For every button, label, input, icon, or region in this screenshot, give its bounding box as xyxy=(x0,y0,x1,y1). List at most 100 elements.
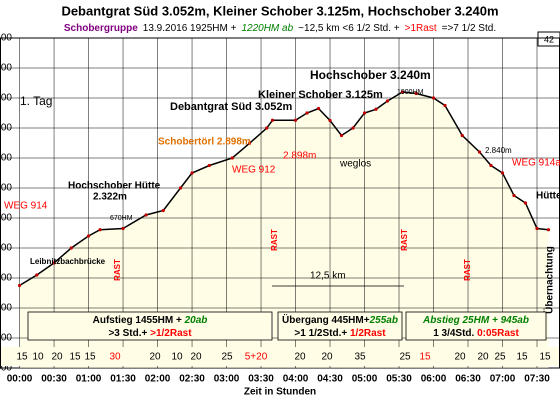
x-tick-label: 01:00 xyxy=(76,374,102,385)
profile-point xyxy=(443,103,447,108)
profile-point xyxy=(362,111,367,115)
x-tick-label: 01:30 xyxy=(110,374,136,385)
y-tick-label: 3000 xyxy=(0,123,12,134)
subtitle-run: =>7 1/2 Std. xyxy=(442,23,497,34)
profile-point xyxy=(460,133,464,138)
interval-label: 10 xyxy=(32,352,44,363)
profile-point xyxy=(523,201,528,205)
summary-line: 1 3/4Std. 0:05Rast xyxy=(433,328,519,339)
annotation: RAST xyxy=(113,259,122,281)
interval-label: 20 xyxy=(294,352,306,363)
annotation: Übernachtung xyxy=(543,246,556,314)
summary-run: Aufstieg 1455HM + xyxy=(93,315,185,326)
summary-run: >3 Std.+ xyxy=(108,328,150,339)
profile-point xyxy=(265,126,269,130)
x-tick-label: 00:00 xyxy=(7,374,33,385)
annotation: WEG 912 xyxy=(232,165,276,176)
subtitle-run: 1220HM ab xyxy=(241,23,293,34)
profile-point xyxy=(270,118,275,122)
annotation: 2.840m xyxy=(485,146,512,155)
interval-label: 20 xyxy=(51,352,63,363)
profile-point xyxy=(161,208,165,213)
annotation: 670HM xyxy=(110,215,133,222)
x-tick-label: 04:30 xyxy=(317,374,343,385)
interval-label: 5+20 xyxy=(245,352,268,363)
annotation: Hochschober Hütte xyxy=(68,181,161,192)
subtitle-run: 13.9.2016 1925HM + xyxy=(143,23,237,34)
annotation: Hochschober 3.240m xyxy=(310,68,431,82)
interval-label: 25 xyxy=(399,352,411,363)
summary-run: 1/2Rast xyxy=(350,328,386,339)
x-tick-label: 05:00 xyxy=(352,374,378,385)
annotation: RAST xyxy=(400,229,409,251)
interval-label: 20 xyxy=(321,352,333,363)
profile-point xyxy=(328,118,332,123)
page-number: 42 xyxy=(544,34,554,44)
interval-label: 20 xyxy=(477,352,489,363)
y-tick-label: 1800 xyxy=(0,303,12,314)
y-tick-label: 3600 xyxy=(0,33,12,44)
profile-point xyxy=(69,246,73,250)
profile-point xyxy=(374,107,378,111)
summary-line: >1 1/2Std.+ 1/2Rast xyxy=(294,328,386,339)
subtitle-run: >1Rast xyxy=(405,23,437,34)
profile-point xyxy=(546,228,551,232)
x-tick-label: 02:30 xyxy=(179,374,205,385)
profile-point xyxy=(86,234,91,238)
summary-box xyxy=(277,311,403,341)
summary-run: >1 1/2Std.+ xyxy=(294,328,350,339)
summary-line: Übergang 445HM+255ab xyxy=(282,313,398,326)
profile-point xyxy=(339,133,344,138)
profile-point xyxy=(305,111,309,115)
profile-point xyxy=(385,99,390,103)
summary-run: >1/2Rast xyxy=(150,328,192,339)
annotation: Schobertörl 2.898m xyxy=(158,137,251,148)
subtitle-run: Schobergruppe xyxy=(64,23,138,34)
annotation: Hütte xyxy=(536,191,560,202)
annotation: 2.898m xyxy=(283,151,316,162)
summary-box xyxy=(27,311,273,341)
x-tick-label: 00:30 xyxy=(41,374,67,385)
annotation: weglos xyxy=(339,159,371,170)
interval-label: 10 xyxy=(171,352,183,363)
interval-label: 25 xyxy=(221,352,233,363)
y-tick-label: 2400 xyxy=(0,213,12,224)
summary-run: 945ab xyxy=(501,315,529,326)
x-tick-label: 04:00 xyxy=(283,374,309,385)
subtitle-text: Schobergruppe 13.9.2016 1925HM + 1220HM ab… xyxy=(64,23,496,34)
annotation: 1900HM xyxy=(397,89,424,96)
x-tick-label: 06:30 xyxy=(455,374,481,385)
annotation: Leibnitzbachbrücke xyxy=(30,257,106,266)
annotation: Kleiner Schober 3.125m xyxy=(258,89,383,101)
interval-row xyxy=(1,347,559,366)
interval-label: 15 xyxy=(69,352,81,363)
summary-line: Abstieg 25HM + 945ab xyxy=(422,315,529,326)
profile-point xyxy=(489,163,493,168)
x-axis-label: Zeit in Stunden xyxy=(244,387,316,398)
subtitle-run: ~12,5 km <6 1/2 Std. + xyxy=(298,23,400,34)
summary-box xyxy=(405,311,547,341)
summary-line: Aufstieg 1455HM + 20ab xyxy=(93,315,208,326)
summary-run: 1 3/4Std. xyxy=(433,328,477,339)
subtitle: Schobergruppe 13.9.2016 1925HM + 1220HM ab… xyxy=(64,23,496,34)
profile-point xyxy=(144,213,148,217)
summary-run: 0:05Rast xyxy=(477,328,519,339)
profile-point xyxy=(98,228,102,232)
annotation: 1. Tag xyxy=(20,94,52,108)
summary-run: Übergang 445HM+ xyxy=(282,313,370,326)
annotation: Debantgrat Süd 3.052m xyxy=(170,101,292,113)
annotation: 12,5 km xyxy=(310,271,346,282)
y-tick-label: 2200 xyxy=(0,243,12,254)
page-box xyxy=(537,31,560,47)
interval-label: 35 xyxy=(354,352,366,363)
profile-point xyxy=(351,126,355,130)
profile-point xyxy=(293,118,298,122)
profile-point xyxy=(247,141,252,145)
interval-label: 15 xyxy=(516,352,528,363)
profile-point xyxy=(230,156,234,160)
area-fill xyxy=(19,92,549,368)
profile-point xyxy=(535,226,539,231)
profile-point xyxy=(35,273,39,277)
